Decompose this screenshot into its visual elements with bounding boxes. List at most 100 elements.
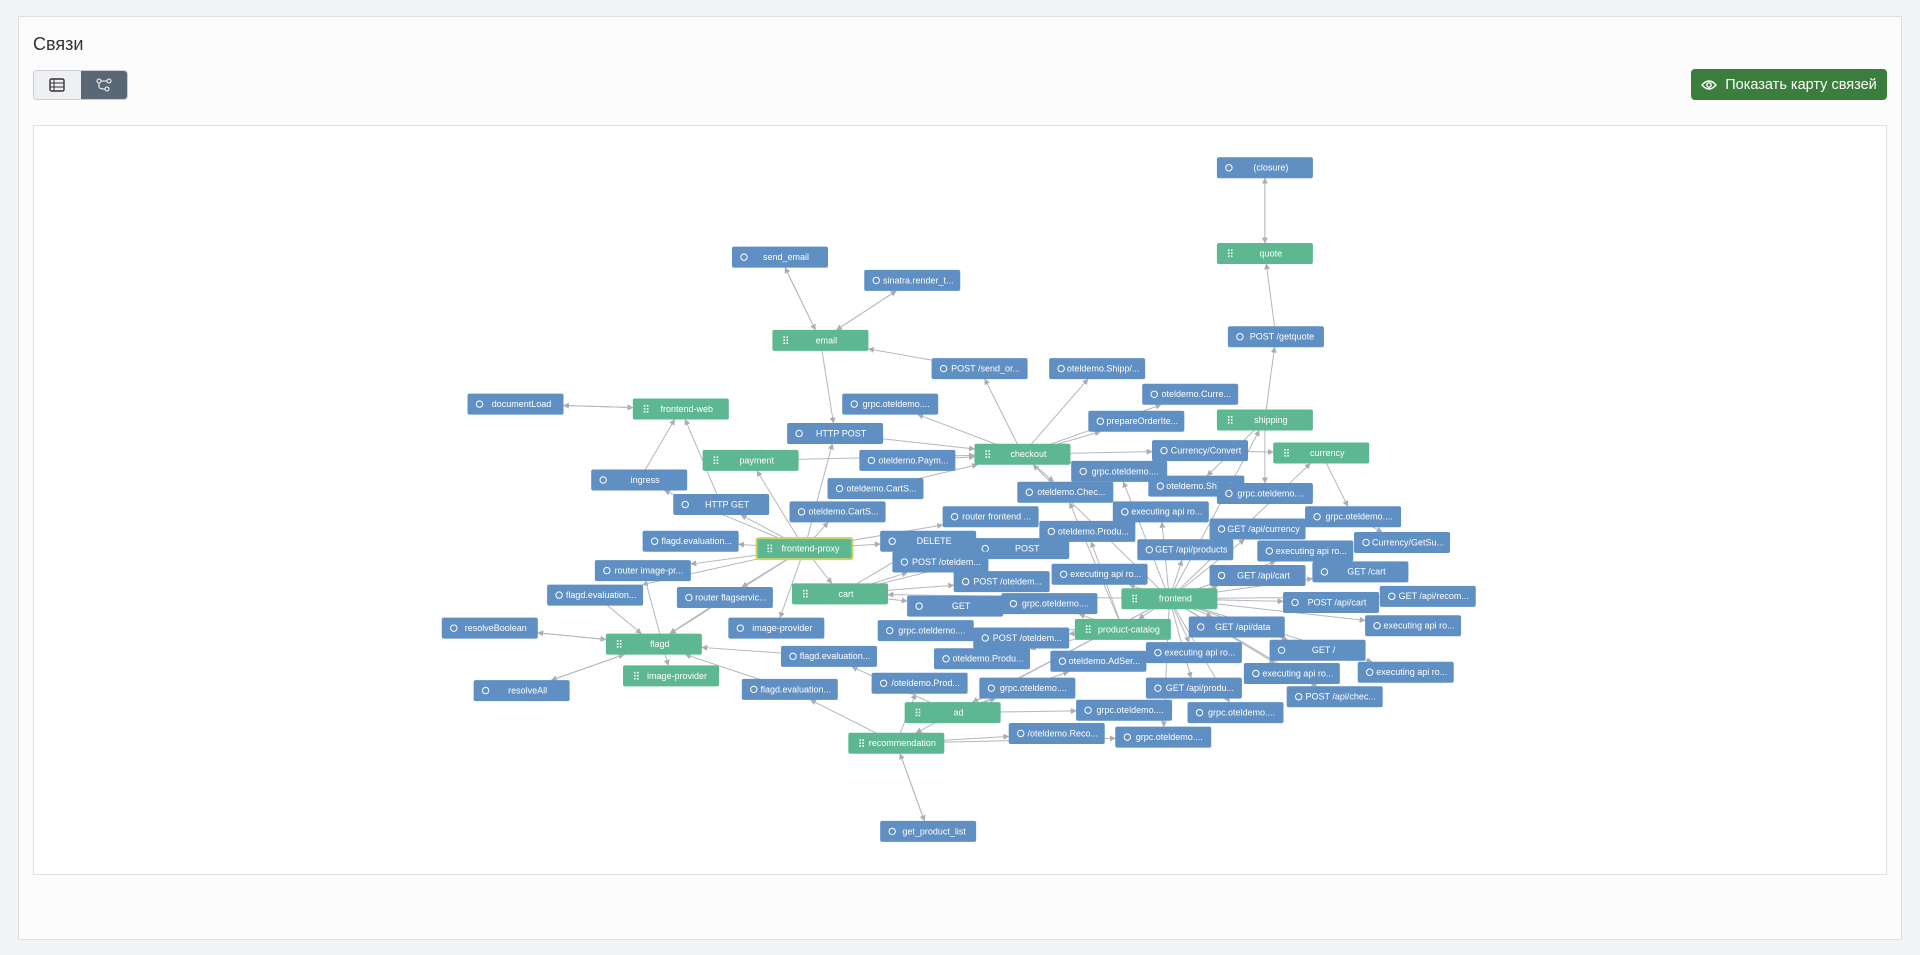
operation-node[interactable]: flagd.evaluation...: [642, 530, 739, 552]
operation-node[interactable]: GET /api/cart: [1209, 565, 1306, 587]
icon-dot: [767, 544, 770, 547]
operation-icon: [939, 364, 948, 373]
icon-dot: [1230, 422, 1233, 424]
operation-node[interactable]: GET /api/produ...: [1145, 677, 1242, 699]
operation-node[interactable]: grpc.oteldemo....: [1187, 702, 1284, 724]
operation-icon: [1225, 164, 1233, 172]
operation-node[interactable]: prepareOrderIte...: [1088, 410, 1185, 432]
operation-node[interactable]: oteldemo.Shipp/...: [1049, 358, 1146, 380]
service-node[interactable]: recommendation: [848, 732, 945, 754]
operation-node[interactable]: grpc.oteldemo....: [1115, 726, 1212, 748]
operation-node[interactable]: executing api ro...: [1243, 662, 1340, 684]
operation-node[interactable]: oteldemo.Paym...: [859, 449, 956, 471]
node-label: grpc.oteldemo....: [1092, 466, 1159, 476]
operation-node[interactable]: DELETE: [880, 530, 977, 552]
operation-node[interactable]: grpc.oteldemo....: [979, 677, 1076, 699]
operation-node[interactable]: GET: [907, 595, 1004, 617]
edge: [1159, 521, 1170, 599]
operation-node[interactable]: documentLoad: [467, 393, 564, 415]
operation-node[interactable]: Currency/GetSu...: [1354, 531, 1451, 553]
operation-node[interactable]: POST /send_or...: [931, 358, 1028, 380]
service-node[interactable]: quote: [1216, 242, 1313, 264]
show-map-button[interactable]: Показать карту связей: [1691, 69, 1887, 100]
operation-node[interactable]: oteldemo.Produ...: [1039, 520, 1136, 542]
operation-node[interactable]: sinatra.render_t...: [864, 269, 961, 291]
service-node[interactable]: flagd: [605, 633, 702, 655]
operation-node[interactable]: ingress: [591, 469, 688, 491]
table-view-button[interactable]: [34, 71, 81, 99]
operation-node[interactable]: oteldemo.Chec...: [1017, 481, 1114, 503]
node-label: oteldemo.Produ...: [953, 654, 1024, 664]
node-box: [842, 393, 939, 415]
operation-node[interactable]: grpc.oteldemo....: [1305, 506, 1402, 528]
operation-node[interactable]: get_product_list: [880, 820, 977, 842]
graph-view-button[interactable]: [80, 71, 127, 99]
icon-dot: [713, 456, 716, 459]
operation-node[interactable]: /oteldemo.Reco...: [1008, 722, 1105, 744]
operation-node[interactable]: flagd.evaluation...: [741, 678, 838, 700]
edge: [899, 753, 929, 832]
operation-node[interactable]: POST /api/cart: [1283, 591, 1380, 613]
operation-node[interactable]: oteldemo.CartS...: [827, 478, 924, 500]
icon-dot: [1284, 455, 1286, 457]
operation-node[interactable]: flagd.evaluation...: [547, 584, 644, 606]
operation-node[interactable]: GET /api/data: [1188, 616, 1285, 638]
operation-node[interactable]: oteldemo.AdSer...: [1050, 650, 1147, 672]
operation-node[interactable]: image-provider: [728, 617, 825, 639]
service-node[interactable]: cart: [792, 583, 888, 605]
node-label: Currency/GetSu...: [1372, 537, 1444, 547]
operation-node[interactable]: Currency/Convert: [1152, 440, 1248, 462]
operation-node[interactable]: oteldemo.CartS...: [789, 501, 886, 523]
operation-node[interactable]: router flagservic...: [676, 587, 773, 609]
operation-node[interactable]: oteldemo.Curre...: [1142, 383, 1239, 405]
operation-node[interactable]: GET /api/products: [1137, 539, 1234, 561]
operation-node[interactable]: (closure): [1216, 157, 1313, 179]
edge: [1168, 598, 1193, 679]
operation-node[interactable]: grpc.oteldemo....: [1216, 482, 1313, 504]
operation-node[interactable]: GET /api/recom...: [1379, 585, 1476, 607]
service-node[interactable]: frontend-proxy: [755, 537, 854, 561]
service-node[interactable]: image-provider: [623, 665, 720, 687]
operation-node[interactable]: POST /oteldem...: [953, 571, 1050, 593]
operation-node[interactable]: executing api ro...: [1145, 642, 1242, 664]
operation-node[interactable]: send_email: [732, 246, 828, 268]
operation-node[interactable]: executing api ro...: [1051, 563, 1148, 585]
operation-node[interactable]: GET /: [1269, 639, 1366, 661]
operation-node[interactable]: router image-pr...: [594, 560, 691, 582]
operation-node[interactable]: grpc.oteldemo....: [1076, 699, 1173, 721]
service-node[interactable]: product-catalog: [1074, 618, 1171, 640]
operation-node[interactable]: executing api ro...: [1365, 615, 1462, 637]
operation-node[interactable]: HTTP GET: [673, 493, 770, 515]
node-label: GET /api/data: [1215, 622, 1270, 632]
operation-node[interactable]: grpc.oteldemo....: [1001, 593, 1098, 615]
operation-node[interactable]: executing api ro...: [1112, 501, 1209, 523]
service-node[interactable]: frontend-web: [632, 398, 729, 420]
service-node[interactable]: email: [772, 329, 869, 351]
service-node[interactable]: checkout: [974, 443, 1071, 465]
node-label: GET /api/currency: [1227, 524, 1300, 534]
operation-node[interactable]: grpc.oteldemo....: [842, 393, 939, 415]
operation-node[interactable]: POST /oteldem...: [892, 551, 989, 573]
operation-node[interactable]: /oteldemo.Prod...: [871, 672, 968, 694]
service-node[interactable]: payment: [702, 449, 799, 471]
operation-node[interactable]: POST /api/chec...: [1286, 686, 1383, 708]
operation-node[interactable]: POST /oteldem...: [973, 627, 1070, 649]
operation-node[interactable]: grpc.oteldemo....: [877, 620, 974, 642]
operation-node[interactable]: router frontend ...: [942, 506, 1039, 528]
operation-node[interactable]: HTTP POST: [787, 422, 884, 444]
operation-node[interactable]: POST /getquote: [1227, 326, 1324, 348]
service-node[interactable]: frontend: [1121, 588, 1218, 610]
operation-node[interactable]: executing api ro...: [1357, 661, 1454, 683]
operation-node[interactable]: GET /api/currency: [1209, 518, 1306, 540]
operation-node[interactable]: grpc.oteldemo....: [1071, 460, 1168, 482]
operation-node[interactable]: oteldemo.Produ...: [934, 648, 1031, 670]
operation-node[interactable]: resolveAll: [473, 680, 570, 702]
node-box: [827, 478, 924, 500]
service-node[interactable]: shipping: [1216, 409, 1313, 431]
service-node[interactable]: currency: [1273, 442, 1370, 464]
operation-node[interactable]: GET /cart: [1312, 561, 1409, 583]
operation-node[interactable]: executing api ro...: [1257, 540, 1354, 562]
operation-node[interactable]: resolveBoolean: [441, 617, 538, 639]
operation-node[interactable]: flagd.evaluation...: [780, 645, 877, 667]
service-node[interactable]: ad: [904, 702, 1001, 724]
